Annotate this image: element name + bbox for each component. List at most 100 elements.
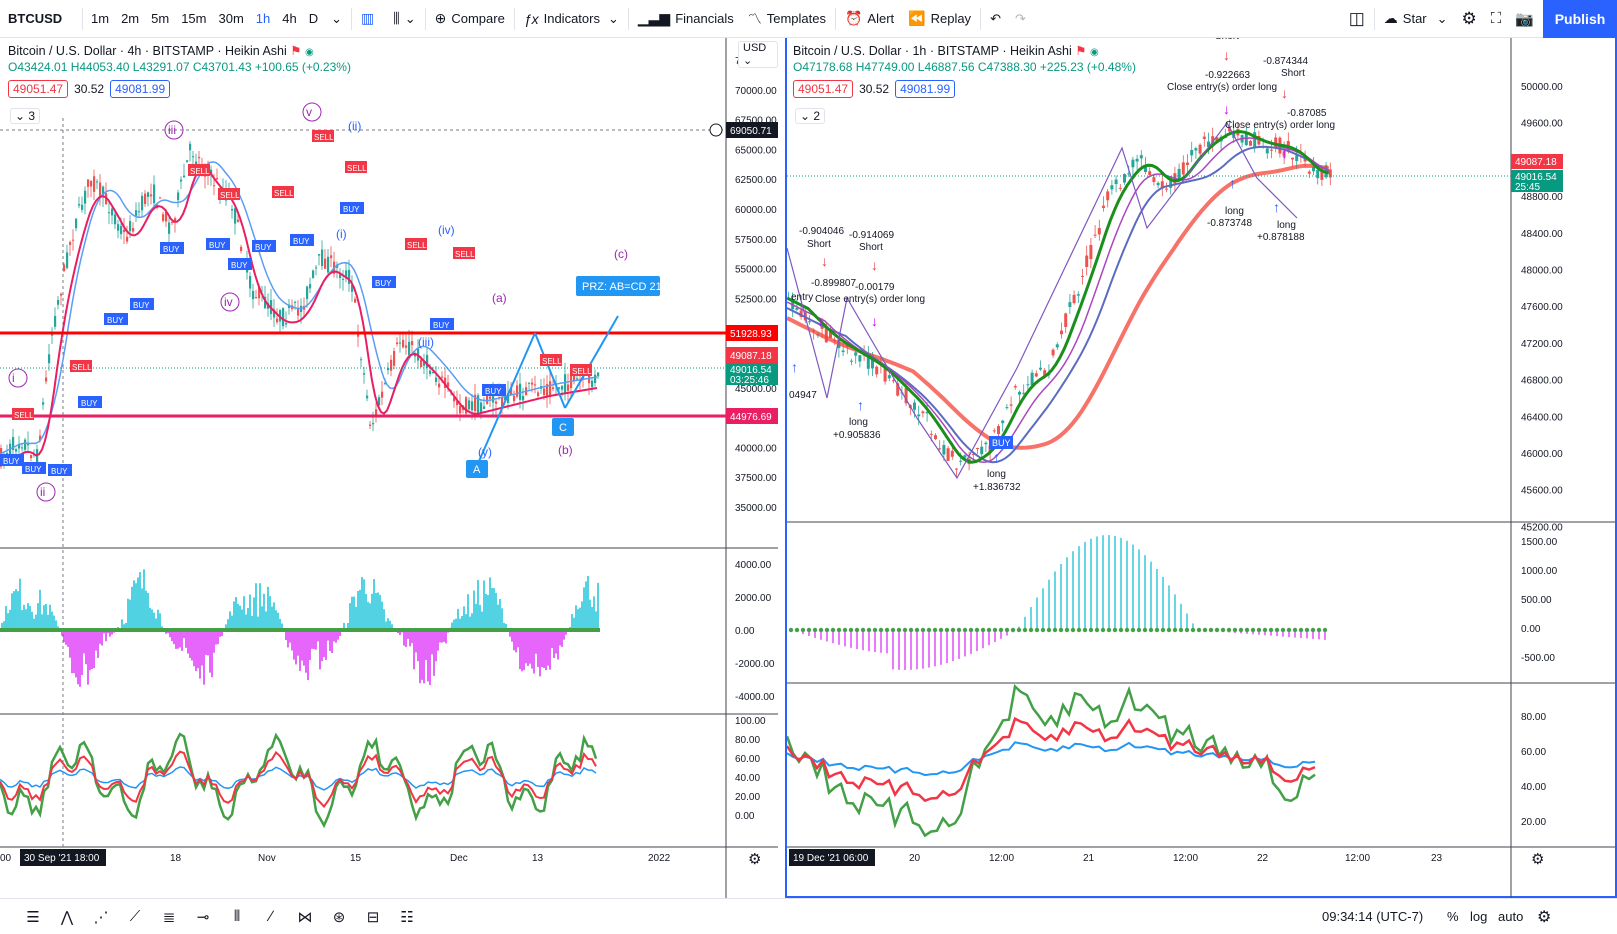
auto-toggle[interactable]: auto xyxy=(1498,909,1524,924)
time-tick-label: Dec xyxy=(450,853,468,864)
strategy-annotation: -0.914069 xyxy=(849,230,894,241)
left-chart-pane[interactable]: 72500.0070000.0067500.0065000.0062500.00… xyxy=(0,38,778,898)
interval-d[interactable]: D xyxy=(308,11,319,26)
alert-button[interactable]: ⏰ Alert xyxy=(838,0,901,38)
replay-button[interactable]: ⏪ Replay xyxy=(901,0,978,38)
right-chart-pane[interactable]: 50000.0049600.0049200.0048800.0048400.00… xyxy=(785,38,1617,898)
heikin-ashi-candle xyxy=(1270,149,1273,151)
heikin-ashi-candle xyxy=(168,222,171,234)
last-price-tag: 49087.18 xyxy=(730,351,772,362)
financials-label: Financials xyxy=(675,11,734,26)
right-indicators-collapse[interactable]: ⌄ 2 xyxy=(795,108,826,124)
ray-tool[interactable]: ∕ xyxy=(254,902,288,932)
fullscreen-button[interactable]: ⛶ xyxy=(1484,0,1509,38)
heikin-ashi-candle xyxy=(1018,391,1021,395)
heikin-ashi-candle xyxy=(399,342,402,344)
compare-button[interactable]: ⊕ Compare xyxy=(428,0,512,38)
heikin-ashi-candle xyxy=(829,330,832,338)
price-tick-label: 47600.00 xyxy=(1521,302,1563,313)
save-layout-button[interactable]: ☁ Star ⌄ xyxy=(1377,0,1455,38)
cursor-tool[interactable]: ☰ xyxy=(16,902,50,932)
symbol-search[interactable]: BTCUSD xyxy=(8,11,63,26)
heikin-ashi-candle xyxy=(561,385,564,390)
wave-circle xyxy=(220,292,240,312)
left-currency-button[interactable]: USD ⌄ xyxy=(738,41,778,68)
interval-4h[interactable]: 4h xyxy=(282,11,297,26)
snapshot-button[interactable]: 📷 xyxy=(1508,0,1541,38)
buy-marker-label: BUY xyxy=(51,467,68,476)
buy-marker-label: BUY xyxy=(25,465,42,474)
ruler-tool[interactable]: ⊟ xyxy=(356,902,390,932)
undo-button[interactable]: ↶ xyxy=(983,0,1008,38)
time-tick-label: 12:00 xyxy=(1345,853,1370,864)
clock-text[interactable]: 09:34:14 (UTC-7) xyxy=(1322,909,1424,924)
sell-price-button[interactable]: 49051.47 xyxy=(8,80,69,98)
ray-icon: ∕ xyxy=(269,908,273,925)
wave-tool[interactable]: ⋰ xyxy=(84,902,118,932)
chevron-down-icon: ⌄ xyxy=(15,109,26,123)
spiral-tool[interactable]: ⊛ xyxy=(322,902,356,932)
interval-15m[interactable]: 15m xyxy=(181,11,207,26)
interval-5m[interactable]: 5m xyxy=(151,11,170,26)
horizontal-line-tool[interactable]: ⊸ xyxy=(186,902,220,932)
xabcd-tool[interactable]: ⋈ xyxy=(288,902,322,932)
templates-button[interactable]: 〽 Templates xyxy=(741,0,833,38)
rsi-tick-label: 100.00 xyxy=(735,716,766,727)
heikin-ashi-candle xyxy=(495,401,498,404)
left-indicators-collapse[interactable]: ⌄ 3 xyxy=(10,108,41,124)
spiral-icon: ⊛ xyxy=(332,908,346,926)
layout-button[interactable]: ◫ xyxy=(1342,0,1372,38)
moving-average-red-long xyxy=(787,163,1330,450)
current-price-tag-bg xyxy=(726,363,778,385)
left-chart-canvas[interactable]: 72500.0070000.0067500.0065000.0062500.00… xyxy=(0,38,778,898)
time-tick-label: 12:00 xyxy=(989,853,1014,864)
buy-marker-box xyxy=(160,242,184,254)
heikin-ashi-candle xyxy=(162,214,165,221)
rsi-blue-line xyxy=(787,741,1316,777)
financials-button[interactable]: ▁▃▆ Financials xyxy=(631,0,741,38)
trendline-tool[interactable]: ⟋ xyxy=(118,902,152,932)
price-tick-label: 62500.00 xyxy=(735,175,777,186)
abcd-leg xyxy=(534,332,566,409)
heikin-ashi-candle xyxy=(1274,137,1278,148)
gann-tool[interactable]: ⫴ xyxy=(220,902,254,932)
sell-marker-box xyxy=(12,408,34,420)
interval-1h[interactable]: 1h xyxy=(255,11,271,26)
heikin-ashi-candle xyxy=(405,345,408,348)
heikin-ashi-candle xyxy=(57,300,60,305)
time-tick-label: 22 xyxy=(1257,853,1269,864)
buy-price-button[interactable]: 49081.99 xyxy=(110,80,171,98)
chart-type-button[interactable]: ⫼ ⌄ xyxy=(386,0,422,38)
buy-marker-box xyxy=(340,202,364,214)
sell-marker-box xyxy=(405,238,427,250)
interval-dropdown-button[interactable]: ⌄ xyxy=(324,0,349,38)
buy-marker-box xyxy=(372,276,396,288)
heikin-ashi-candle xyxy=(123,229,126,233)
heikin-ashi-candle xyxy=(1307,171,1311,174)
buy-price-button[interactable]: 49081.99 xyxy=(895,80,956,98)
macd-signal-dot xyxy=(896,627,902,633)
bar-style-button[interactable]: ▥ xyxy=(354,0,386,38)
chevron-down-icon: ⌄ xyxy=(331,10,343,26)
redo-button[interactable]: ↷ xyxy=(1008,0,1033,38)
right-chart-canvas[interactable]: 50000.0049600.0049200.0048800.0048400.00… xyxy=(787,38,1615,898)
log-toggle[interactable]: log xyxy=(1470,909,1488,924)
heikin-ashi-candle xyxy=(552,387,555,389)
interval-2m[interactable]: 2m xyxy=(121,11,140,26)
publish-button[interactable]: Publish xyxy=(1543,0,1617,38)
settings-button[interactable]: ⚙ xyxy=(1455,0,1484,38)
fib-tool[interactable]: ≣ xyxy=(152,902,186,932)
percent-toggle[interactable]: % xyxy=(1447,909,1459,924)
macd-signal-dot xyxy=(1046,627,1052,633)
settings-tool[interactable]: ☷ xyxy=(390,902,424,932)
indicators-button[interactable]: ƒx Indicators ⌄ xyxy=(517,0,626,38)
sell-price-button[interactable]: 49051.47 xyxy=(793,80,854,98)
left-legend-title[interactable]: Bitcoin / U.S. Dollar · 4h · BITSTAMP · … xyxy=(8,43,351,58)
right-legend-title[interactable]: Bitcoin / U.S. Dollar · 1h · BITSTAMP · … xyxy=(793,43,1136,58)
interval-30m[interactable]: 30m xyxy=(218,11,244,26)
pattern-tool[interactable]: ⋀ xyxy=(50,902,84,932)
currency-label: USD xyxy=(743,42,767,54)
heikin-ashi-candle xyxy=(375,409,378,416)
interval-1m[interactable]: 1m xyxy=(91,11,110,26)
settings-button[interactable]: ⚙ xyxy=(1537,907,1551,927)
